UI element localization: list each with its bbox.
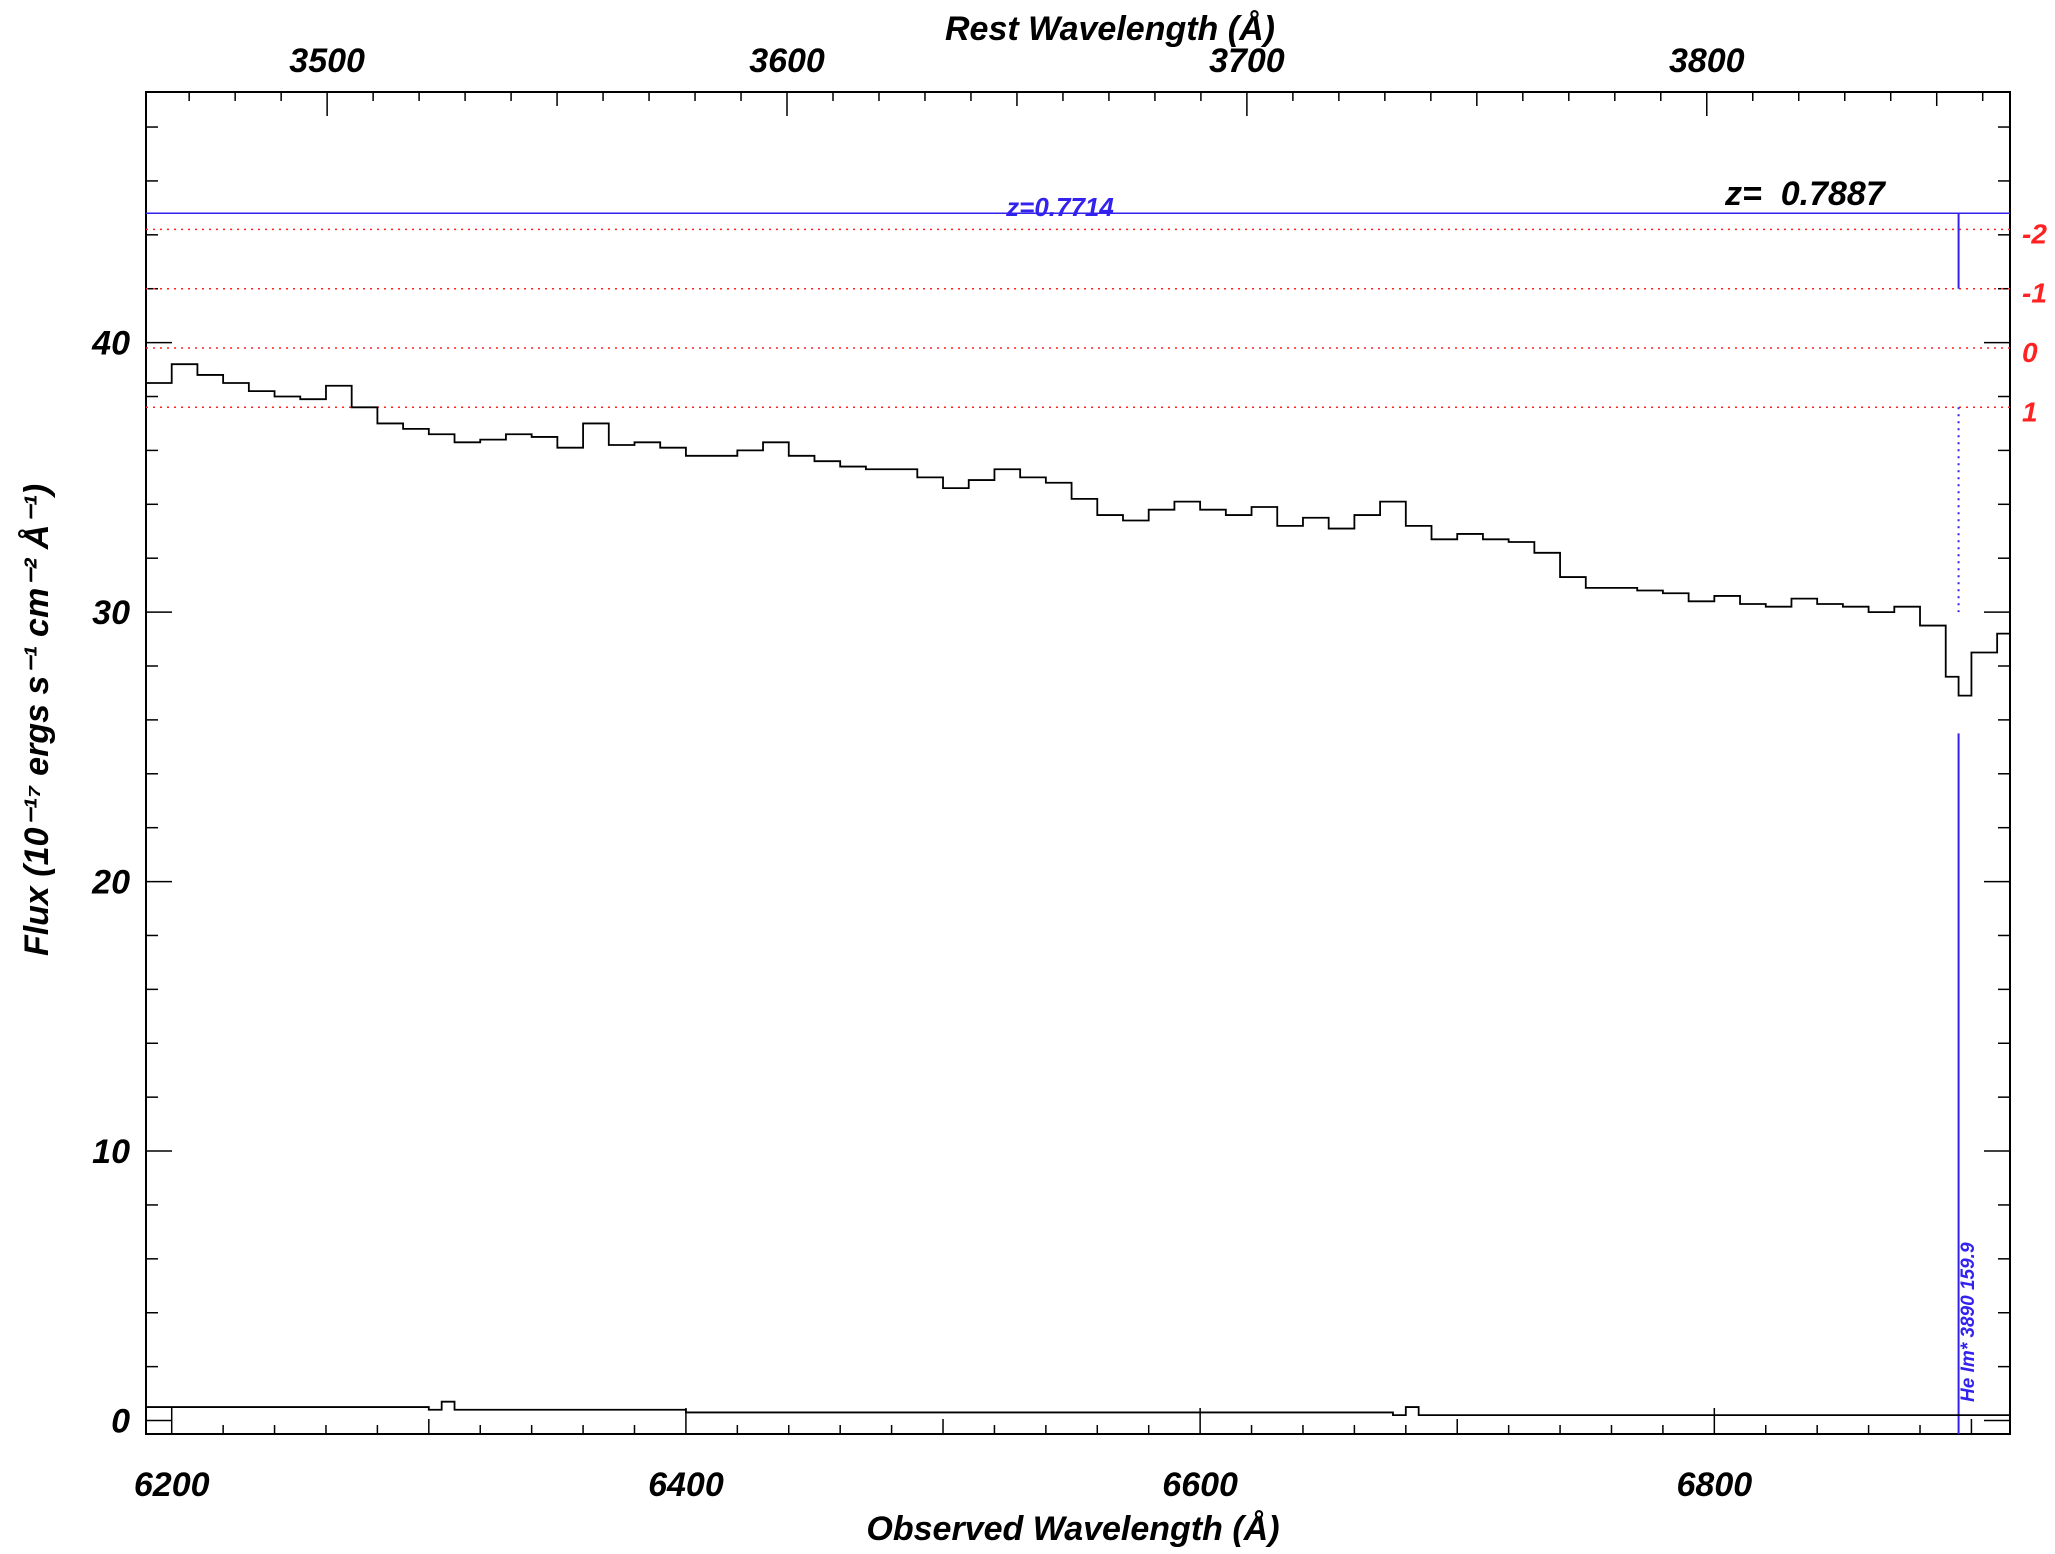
x-tick-label: 6600	[1162, 1466, 1238, 1504]
reference-level-label: -1	[2022, 278, 2047, 309]
x2-tick-label: 3500	[289, 42, 365, 80]
y-tick-label: 0	[111, 1403, 130, 1441]
x-tick-label: 6200	[134, 1466, 210, 1504]
observed-wavelength-title: Observed Wavelength (Å)	[866, 1510, 1279, 1548]
reference-level-label: -2	[2022, 218, 2047, 249]
reference-level-label: 1	[2022, 396, 2038, 427]
rest-wavelength-title: Rest Wavelength (Å)	[945, 10, 1275, 48]
spectrum-series	[146, 363, 2011, 697]
y-tick-label: 40	[91, 325, 130, 363]
x-tick-label: 6800	[1677, 1466, 1753, 1504]
template-redshift-label: z=0.7714	[1005, 192, 1114, 222]
y-tick-label: 30	[92, 594, 130, 632]
x-tick-label: 6400	[648, 1466, 724, 1504]
redshift-label: z= 0.7887	[1724, 175, 1887, 213]
flux-axis-title: Flux (10⁻¹⁷ ergs s⁻¹ cm⁻² Å⁻¹)	[18, 484, 56, 956]
plot-frame	[145, 91, 2011, 1435]
x2-tick-label: 3700	[1209, 42, 1285, 80]
x2-tick-label: 3800	[1669, 42, 1745, 80]
reference-level-label: 0	[2022, 337, 2038, 368]
x2-tick-label: 3600	[749, 42, 825, 80]
y-tick-label: 10	[92, 1133, 130, 1171]
error-series	[146, 1400, 2010, 1417]
y-tick-label: 20	[91, 864, 130, 902]
line-id-label: He Im* 3890 159.9	[1958, 1242, 1979, 1402]
